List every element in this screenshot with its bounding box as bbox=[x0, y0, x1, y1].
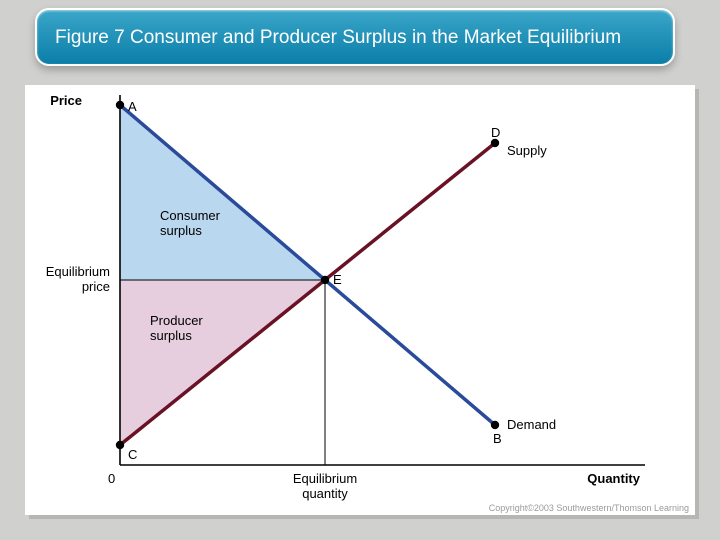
point-d bbox=[491, 139, 499, 147]
point-a bbox=[116, 101, 124, 109]
x-axis-label: Quantity bbox=[587, 471, 640, 486]
label-e: E bbox=[333, 272, 342, 287]
origin-label: 0 bbox=[108, 471, 115, 486]
point-e bbox=[321, 276, 329, 284]
point-c bbox=[116, 441, 124, 449]
eq-price-label: Equilibriumprice bbox=[46, 264, 110, 294]
figure-title-text: Figure 7 Consumer and Producer Surplus i… bbox=[55, 26, 621, 50]
label-d: D bbox=[491, 125, 500, 140]
label-a: A bbox=[128, 99, 137, 114]
eq-qty-label: Equilibriumquantity bbox=[293, 471, 357, 501]
point-b bbox=[491, 421, 499, 429]
label-c: C bbox=[128, 447, 137, 462]
supply-label: Supply bbox=[507, 143, 547, 158]
y-axis-label: Price bbox=[50, 93, 82, 108]
label-b: B bbox=[493, 431, 502, 446]
figure-title: Figure 7 Consumer and Producer Surplus i… bbox=[35, 8, 675, 66]
economics-chart: ACDBESupplyDemandConsumersurplusProducer… bbox=[25, 85, 695, 515]
demand-label: Demand bbox=[507, 417, 556, 432]
plot-area: ACDBESupplyDemandConsumersurplusProducer… bbox=[25, 85, 695, 515]
copyright-text: Copyright©2003 Southwestern/Thomson Lear… bbox=[489, 503, 689, 513]
